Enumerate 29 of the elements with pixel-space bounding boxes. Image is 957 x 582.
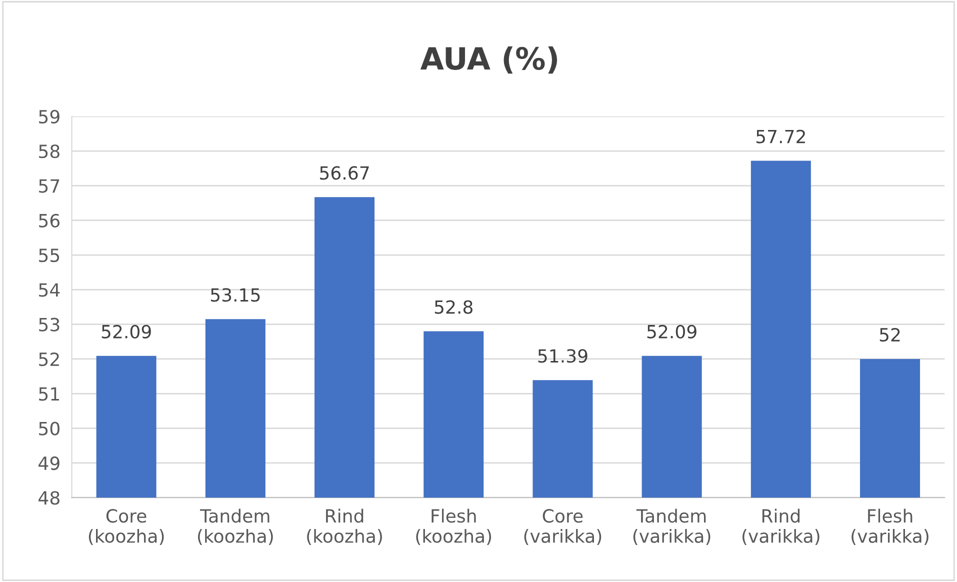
- x-tick-label: Core (koozha): [88, 509, 164, 546]
- data-label: 57.72: [756, 130, 805, 144]
- x-tick-label: Flesh (koozha): [416, 508, 492, 546]
- x-tick-label: Rind (varikka): [742, 508, 820, 546]
- y-tick-label: 56: [39, 214, 60, 228]
- chart-title: AUA (%): [420, 46, 558, 74]
- y-tick-label: 57: [39, 179, 60, 193]
- y-tick-label: 51: [39, 387, 59, 401]
- y-tick-label: 59: [39, 110, 60, 124]
- x-tick-label: Tandem (varikka): [633, 508, 710, 546]
- y-tick-label: 50: [39, 422, 60, 436]
- y-tick-label: 58: [39, 144, 60, 158]
- x-tick-label: Rind (koozha): [307, 508, 382, 546]
- data-label: 51.39: [538, 349, 588, 363]
- y-tick-label: 52: [39, 352, 59, 366]
- x-tick-label: Core (varikka): [524, 509, 602, 546]
- data-label: 52.09: [647, 324, 696, 338]
- y-tick-label: 48: [38, 491, 60, 505]
- y-tick-label: 53: [39, 318, 60, 332]
- data-label: 53.15: [210, 288, 260, 302]
- x-tick-label: Flesh (varikka): [852, 508, 928, 546]
- data-label: 52.8: [434, 300, 472, 314]
- y-tick-label: 55: [39, 248, 60, 262]
- data-label: 56.67: [320, 166, 369, 180]
- y-tick-label: 49: [38, 456, 60, 470]
- x-tick-label: Tandem (koozha): [198, 508, 273, 546]
- data-label: 52: [880, 328, 900, 342]
- y-tick-label: 54: [39, 283, 60, 297]
- data-label: 52.09: [102, 324, 151, 338]
